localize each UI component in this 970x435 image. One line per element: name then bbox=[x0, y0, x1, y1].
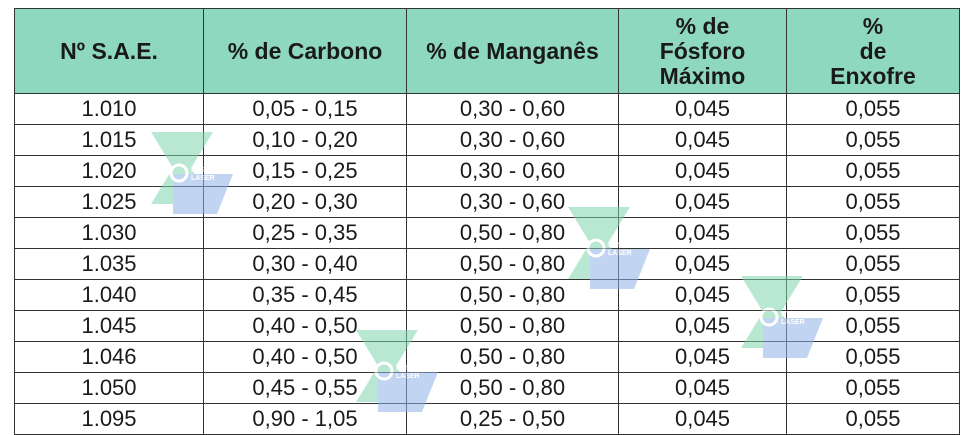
cell-phosphorus: 0,045 bbox=[618, 372, 787, 404]
cell-sulfur: 0,055 bbox=[786, 248, 960, 280]
cell-sae: 1.040 bbox=[14, 279, 204, 311]
cell-sulfur: 0,055 bbox=[786, 279, 960, 311]
cell-manganese: 0,25 - 0,50 bbox=[406, 403, 619, 435]
cell-sae: 1.010 bbox=[14, 93, 204, 125]
cell-sae: 1.020 bbox=[14, 155, 204, 187]
table-row: 1.030 0,25 - 0,35 0,50 - 0,80 0,045 0,05… bbox=[14, 217, 960, 249]
table-row: 1.040 0,35 - 0,45 0,50 - 0,80 0,045 0,05… bbox=[14, 279, 960, 311]
cell-sae: 1.035 bbox=[14, 248, 204, 280]
cell-phosphorus: 0,045 bbox=[618, 93, 787, 125]
cell-carbon: 0,05 - 0,15 bbox=[203, 93, 407, 125]
cell-sae: 1.015 bbox=[14, 124, 204, 156]
header-carbon: % de Carbono bbox=[203, 8, 407, 94]
table-row: 1.046 0,40 - 0,50 0,50 - 0,80 0,045 0,05… bbox=[14, 341, 960, 373]
cell-sae: 1.095 bbox=[14, 403, 204, 435]
cell-sulfur: 0,055 bbox=[786, 186, 960, 218]
cell-phosphorus: 0,045 bbox=[618, 248, 787, 280]
table-row: 1.025 0,20 - 0,30 0,30 - 0,60 0,045 0,05… bbox=[14, 186, 960, 218]
cell-sulfur: 0,055 bbox=[786, 341, 960, 373]
cell-carbon: 0,20 - 0,30 bbox=[203, 186, 407, 218]
cell-carbon: 0,45 - 0,55 bbox=[203, 372, 407, 404]
table-row: 1.050 0,45 - 0,55 0,50 - 0,80 0,045 0,05… bbox=[14, 372, 960, 404]
cell-sae: 1.025 bbox=[14, 186, 204, 218]
header-sulfur: % de Enxofre bbox=[786, 8, 960, 94]
cell-sulfur: 0,055 bbox=[786, 372, 960, 404]
cell-sae: 1.050 bbox=[14, 372, 204, 404]
header-row: Nº S.A.E. % de Carbono % de Manganês % d… bbox=[14, 8, 960, 94]
sae-steel-table-container: Nº S.A.E. % de Carbono % de Manganês % d… bbox=[14, 8, 960, 435]
cell-carbon: 0,90 - 1,05 bbox=[203, 403, 407, 435]
cell-manganese: 0,50 - 0,80 bbox=[406, 310, 619, 342]
cell-phosphorus: 0,045 bbox=[618, 310, 787, 342]
cell-manganese: 0,30 - 0,60 bbox=[406, 124, 619, 156]
table-row: 1.020 0,15 - 0,25 0,30 - 0,60 0,045 0,05… bbox=[14, 155, 960, 187]
cell-manganese: 0,50 - 0,80 bbox=[406, 279, 619, 311]
header-phosphorus-max: % de Fósforo Máximo bbox=[618, 8, 787, 94]
cell-sulfur: 0,055 bbox=[786, 124, 960, 156]
cell-manganese: 0,30 - 0,60 bbox=[406, 186, 619, 218]
cell-manganese: 0,30 - 0,60 bbox=[406, 93, 619, 125]
table-row: 1.010 0,05 - 0,15 0,30 - 0,60 0,045 0,05… bbox=[14, 93, 960, 125]
cell-phosphorus: 0,045 bbox=[618, 403, 787, 435]
cell-sae: 1.046 bbox=[14, 341, 204, 373]
sae-steel-composition-table: Nº S.A.E. % de Carbono % de Manganês % d… bbox=[14, 8, 960, 435]
cell-sulfur: 0,055 bbox=[786, 403, 960, 435]
cell-phosphorus: 0,045 bbox=[618, 124, 787, 156]
cell-carbon: 0,40 - 0,50 bbox=[203, 341, 407, 373]
cell-carbon: 0,40 - 0,50 bbox=[203, 310, 407, 342]
cell-phosphorus: 0,045 bbox=[618, 341, 787, 373]
header-manganese: % de Manganês bbox=[406, 8, 619, 94]
cell-sulfur: 0,055 bbox=[786, 217, 960, 249]
cell-sulfur: 0,055 bbox=[786, 310, 960, 342]
cell-manganese: 0,50 - 0,80 bbox=[406, 217, 619, 249]
cell-phosphorus: 0,045 bbox=[618, 155, 787, 187]
table-row: 1.015 0,10 - 0,20 0,30 - 0,60 0,045 0,05… bbox=[14, 124, 960, 156]
cell-manganese: 0,50 - 0,80 bbox=[406, 372, 619, 404]
cell-manganese: 0,30 - 0,60 bbox=[406, 155, 619, 187]
cell-sulfur: 0,055 bbox=[786, 155, 960, 187]
header-sae-number: Nº S.A.E. bbox=[14, 8, 204, 94]
cell-sae: 1.045 bbox=[14, 310, 204, 342]
cell-manganese: 0,50 - 0,80 bbox=[406, 248, 619, 280]
table-row: 1.095 0,90 - 1,05 0,25 - 0,50 0,045 0,05… bbox=[14, 403, 960, 435]
cell-phosphorus: 0,045 bbox=[618, 217, 787, 249]
table-row: 1.035 0,30 - 0,40 0,50 - 0,80 0,045 0,05… bbox=[14, 248, 960, 280]
cell-carbon: 0,15 - 0,25 bbox=[203, 155, 407, 187]
cell-manganese: 0,50 - 0,80 bbox=[406, 341, 619, 373]
cell-sulfur: 0,055 bbox=[786, 93, 960, 125]
cell-carbon: 0,10 - 0,20 bbox=[203, 124, 407, 156]
cell-phosphorus: 0,045 bbox=[618, 186, 787, 218]
cell-sae: 1.030 bbox=[14, 217, 204, 249]
cell-carbon: 0,30 - 0,40 bbox=[203, 248, 407, 280]
table-row: 1.045 0,40 - 0,50 0,50 - 0,80 0,045 0,05… bbox=[14, 310, 960, 342]
cell-phosphorus: 0,045 bbox=[618, 279, 787, 311]
cell-carbon: 0,25 - 0,35 bbox=[203, 217, 407, 249]
cell-carbon: 0,35 - 0,45 bbox=[203, 279, 407, 311]
